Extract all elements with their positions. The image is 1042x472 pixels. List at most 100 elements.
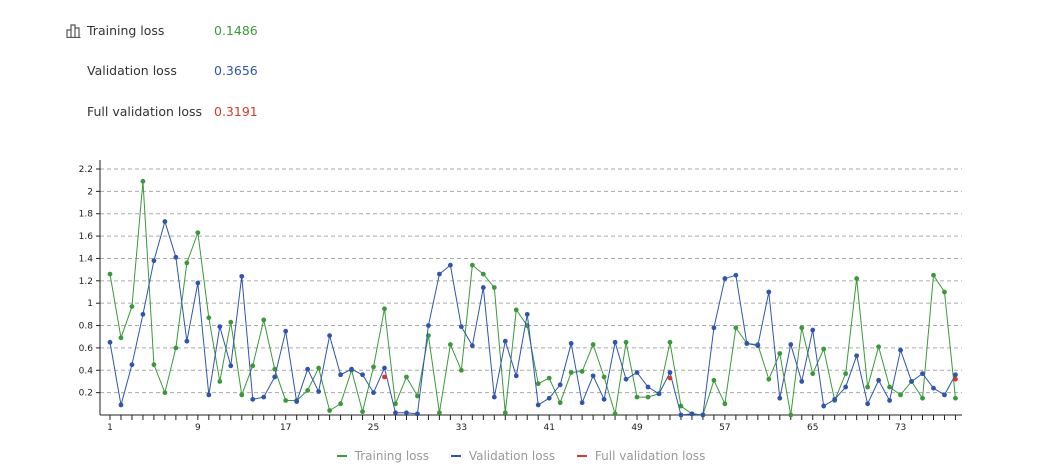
training-loss-point [854,276,860,281]
stat-label: Full validation loss [87,104,203,119]
training-loss-point [502,410,508,416]
training-loss-point [634,394,640,400]
validation-loss-point [228,363,234,369]
validation-loss-point [876,377,881,383]
y-tick-label: 1 [87,299,93,309]
training-loss-point [535,381,541,387]
validation-loss-point [195,280,201,286]
validation-loss-point [711,325,717,331]
training-loss-point [876,344,881,350]
stat-label: Training loss [87,23,165,38]
training-loss-point [217,379,223,384]
validation-loss-line [109,219,956,416]
validation-loss-point [349,366,354,372]
validation-loss-point [437,271,442,277]
validation-loss-point [316,389,322,394]
validation-loss-point [744,341,750,346]
training-loss-point [799,325,805,331]
training-loss-point [557,400,563,406]
validation-loss-point [777,395,783,401]
validation-loss-point [283,328,289,334]
training-loss-point [239,392,245,398]
validation-loss-point [140,311,146,317]
training-loss-point [546,375,552,381]
training-loss-point [129,304,135,309]
legend-full-validation-loss[interactable]: Full validation loss [576,449,706,463]
training-loss-point [184,260,190,266]
validation-loss-point [700,412,706,418]
validation-loss-point [404,410,409,416]
legend-swatch [336,455,347,457]
validation-loss-point [415,411,420,417]
legend-validation-loss[interactable]: Validation loss [450,449,555,463]
validation-loss-point [118,402,124,408]
training-loss-point [931,272,936,278]
stat-training-loss: Training loss 0.1486 [87,23,258,38]
validation-loss-point [766,289,772,295]
full-validation-loss-point [953,376,958,382]
training-loss-point [305,388,311,393]
x-tick-label: 17 [280,423,291,433]
training-loss-point [118,335,124,341]
validation-loss-point [513,373,519,379]
validation-loss-point [579,400,585,406]
training-loss-point [261,317,267,323]
validation-loss-point [865,401,871,407]
training-loss-point [480,271,486,277]
stat-value: 0.3191 [214,104,258,119]
validation-loss-point [931,385,936,391]
bar-chart-icon [66,23,81,42]
validation-loss-point [107,339,113,345]
validation-loss-point [382,365,387,371]
training-loss-point [458,367,464,373]
validation-loss-point [634,370,640,375]
y-tick-label: 2 [87,187,93,197]
validation-loss-point [327,333,332,339]
stat-value: 0.1486 [214,23,258,38]
validation-loss-point [305,366,311,372]
training-loss-point [469,262,475,268]
y-tick-label: 1.8 [79,210,94,220]
training-loss-point [316,365,322,371]
training-loss-point [843,371,849,377]
validation-loss-point [217,324,223,330]
validation-loss-point [206,392,212,398]
stat-full-validation-loss: Full validation loss 0.3191 [87,104,258,119]
validation-loss-point [239,273,245,279]
validation-loss-point [722,276,728,281]
validation-loss-point [755,343,761,349]
validation-loss-point [371,390,376,396]
validation-loss-point [426,323,431,328]
training-loss-point [107,271,113,277]
legend-training-loss[interactable]: Training loss [336,449,429,463]
training-loss-point [415,393,420,399]
x-tick-label: 65 [807,423,818,433]
training-loss-point [151,362,157,368]
x-tick-label: 1 [107,423,113,433]
training-loss-point [865,384,871,390]
validation-loss-point [458,324,464,330]
validation-loss-point [953,372,958,378]
validation-loss-point [250,396,256,402]
y-tick-label: 0.2 [79,389,93,399]
training-loss-point [382,306,387,312]
y-tick-label: 1.6 [79,232,94,242]
validation-loss-point [678,412,684,418]
validation-loss-point [612,339,618,345]
validation-loss-point [480,285,486,290]
stat-label: Validation loss [87,63,177,78]
loss-chart: 0.2 0.4 0.6 0.8 1 1.2 1.4 1.6 1.8 2 2.2 1 9 17 25 33 41 4… [79,160,962,433]
training-loss-point [393,401,398,407]
training-loss-point [250,363,256,369]
stat-value: 0.3656 [214,63,258,78]
training-loss-point [371,364,376,370]
validation-loss-point [623,376,629,382]
validation-loss-point [151,258,157,264]
training-loss-point [360,409,365,415]
training-loss-point [513,307,519,313]
validation-loss-point [129,362,135,368]
validation-loss-point [272,374,278,380]
legend-label: Full validation loss [594,449,706,463]
validation-loss-point [294,399,300,404]
validation-loss-point [601,396,607,402]
